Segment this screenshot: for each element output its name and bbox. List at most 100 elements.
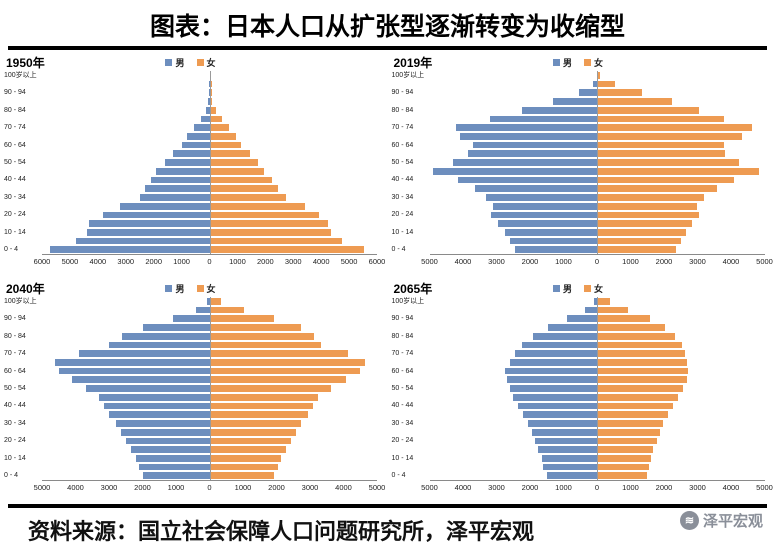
bar-male-15 - 19: [538, 446, 597, 453]
bar-row: [430, 419, 765, 428]
bar-male-0 - 4: [142, 472, 210, 480]
bar-female-25 - 29: [598, 428, 660, 436]
bar-row: [430, 375, 765, 384]
bar-row: [430, 158, 765, 167]
x-tick-label: 2000: [134, 483, 151, 492]
bar-male-80 - 84: [205, 106, 210, 114]
bar-male-95 - 99: [592, 80, 597, 88]
bar-male-75 - 79: [109, 341, 210, 349]
y-axis-label: 100岁以上: [391, 71, 425, 79]
y-axis-label: [392, 167, 430, 176]
bar-male-40 - 44: [518, 402, 597, 410]
center-axis-line: [597, 297, 598, 480]
bar-female-65 - 69: [210, 133, 236, 140]
x-axis: 5000 4000 3000 2000 1000 0 1000 2000 3000 4000 500…: [34, 481, 386, 493]
y-axis-label: 30 - 34: [4, 419, 26, 427]
y-axis-label: 70 - 74: [391, 350, 414, 358]
bar-female-70 - 74: [598, 350, 686, 358]
legend-item-female: 女: [196, 56, 216, 69]
legend: 男女: [392, 54, 765, 69]
y-axis-label: 50 - 54: [4, 159, 26, 167]
bar-male-55 - 59: [468, 150, 597, 158]
bar-female-20 - 24: [598, 211, 699, 219]
legend-label: 男: [175, 58, 185, 68]
plot-area: 100岁以上 90 - 94 80 - 84 70 - 74 60 - 64 50 - 5…: [391, 71, 773, 267]
y-axis-label: [4, 202, 42, 211]
plot-right: 5000 4000 3000 2000 1000 0 1000 2000 3000 4000 500…: [421, 71, 773, 267]
bar-row: [430, 367, 765, 376]
x-tick-label: 1000: [555, 257, 572, 266]
y-axis-label: 20 - 24: [4, 211, 26, 219]
bar-row: [430, 193, 765, 202]
bar-row: [42, 375, 377, 384]
bar-row: [42, 176, 377, 185]
bar-male-25 - 29: [120, 202, 210, 210]
bar-male-0 - 4: [50, 246, 210, 254]
bar-male-25 - 29: [493, 202, 597, 210]
bar-female-60 - 64: [598, 141, 724, 149]
bar-female-75 - 79: [210, 115, 222, 123]
x-tick-label: 2000: [521, 483, 539, 492]
bar-male-75 - 79: [201, 115, 210, 123]
bar-female-80 - 84: [210, 106, 217, 114]
bar-row: [430, 237, 765, 246]
bar-row: [42, 471, 377, 480]
y-axis-label: [392, 132, 430, 141]
y-axis-label: 90 - 94: [4, 89, 26, 97]
bar-male-10 - 14: [541, 454, 597, 462]
bar-row: [42, 410, 377, 419]
bar-male-10 - 14: [135, 454, 210, 462]
x-tick-label: 1000: [234, 483, 252, 492]
legend: 男女: [392, 280, 765, 295]
bar-female-65 - 69: [210, 359, 365, 366]
panel-year-label: 2019年: [393, 56, 433, 70]
bar-row: [430, 141, 765, 150]
bar-female-75 - 79: [210, 341, 322, 349]
charts-grid: 1950年男女 100岁以上 90 - 94 80 - 84 70 - 74 60 - 6…: [0, 50, 775, 504]
x-tick-label: 3000: [284, 257, 302, 266]
bar-female-85 - 89: [210, 98, 213, 105]
y-axis-label: 60 - 64: [4, 367, 26, 375]
y-axis-label: [392, 306, 430, 315]
bar-female-20 - 24: [210, 437, 291, 445]
bar-male-70 - 74: [514, 350, 597, 358]
x-axis: 6000 5000 4000 3000 2000 1000 0 1000 2000 3000 400…: [34, 255, 386, 267]
bar-row: [42, 314, 377, 323]
bar-male-60 - 64: [181, 141, 210, 149]
x-tick-label: 3000: [488, 483, 505, 492]
y-axis-label: 0 - 4: [391, 472, 406, 480]
x-tick-label: 1000: [622, 483, 639, 492]
x-axis: 5000 4000 3000 2000 1000 0 1000 2000 3000 4000 500…: [421, 255, 773, 267]
bar-row: [430, 454, 765, 463]
bar-female-0 - 4: [598, 472, 647, 480]
bar-female-55 - 59: [598, 376, 687, 384]
plot-area: 100岁以上 90 - 94 80 - 84 70 - 74 60 - 64 50 - 5…: [4, 71, 386, 267]
y-axis-label: 20 - 24: [391, 211, 414, 219]
bar-male-65 - 69: [509, 359, 597, 366]
y-axis-label: 70 - 74: [391, 124, 414, 132]
y-axis-label: 0 - 4: [4, 472, 19, 480]
x-tick-label: 1000: [173, 257, 190, 266]
bar-row: [42, 445, 377, 454]
bar-male-55 - 59: [506, 376, 597, 384]
bar-female-100岁以上: [598, 298, 610, 305]
y-axis-label: 0 - 4: [4, 246, 19, 254]
center-axis-line: [209, 297, 211, 480]
panel-year-label: 1950年: [6, 56, 45, 70]
legend-label: 男: [562, 284, 572, 294]
bar-row: [42, 463, 377, 472]
bar-male-10 - 14: [504, 228, 597, 236]
bar-female-90 - 94: [598, 89, 642, 97]
y-axis-label: 100岁以上: [4, 297, 37, 305]
bar-female-70 - 74: [598, 124, 753, 132]
x-tick-label: 5000: [368, 483, 386, 492]
bar-male-15 - 19: [498, 220, 597, 227]
y-axis-label: [392, 323, 430, 332]
x-tick-label: 5000: [61, 257, 79, 266]
bar-female-40 - 44: [598, 176, 734, 184]
y-axis-label: 80 - 84: [4, 106, 26, 114]
x-tick-label: 4000: [454, 257, 472, 266]
y-axis-label: 10 - 14: [4, 228, 26, 236]
y-axis-labels: 100岁以上 90 - 94 80 - 84 70 - 74 60 - 64 50 - 5…: [4, 297, 42, 480]
legend: 男女: [4, 280, 377, 295]
